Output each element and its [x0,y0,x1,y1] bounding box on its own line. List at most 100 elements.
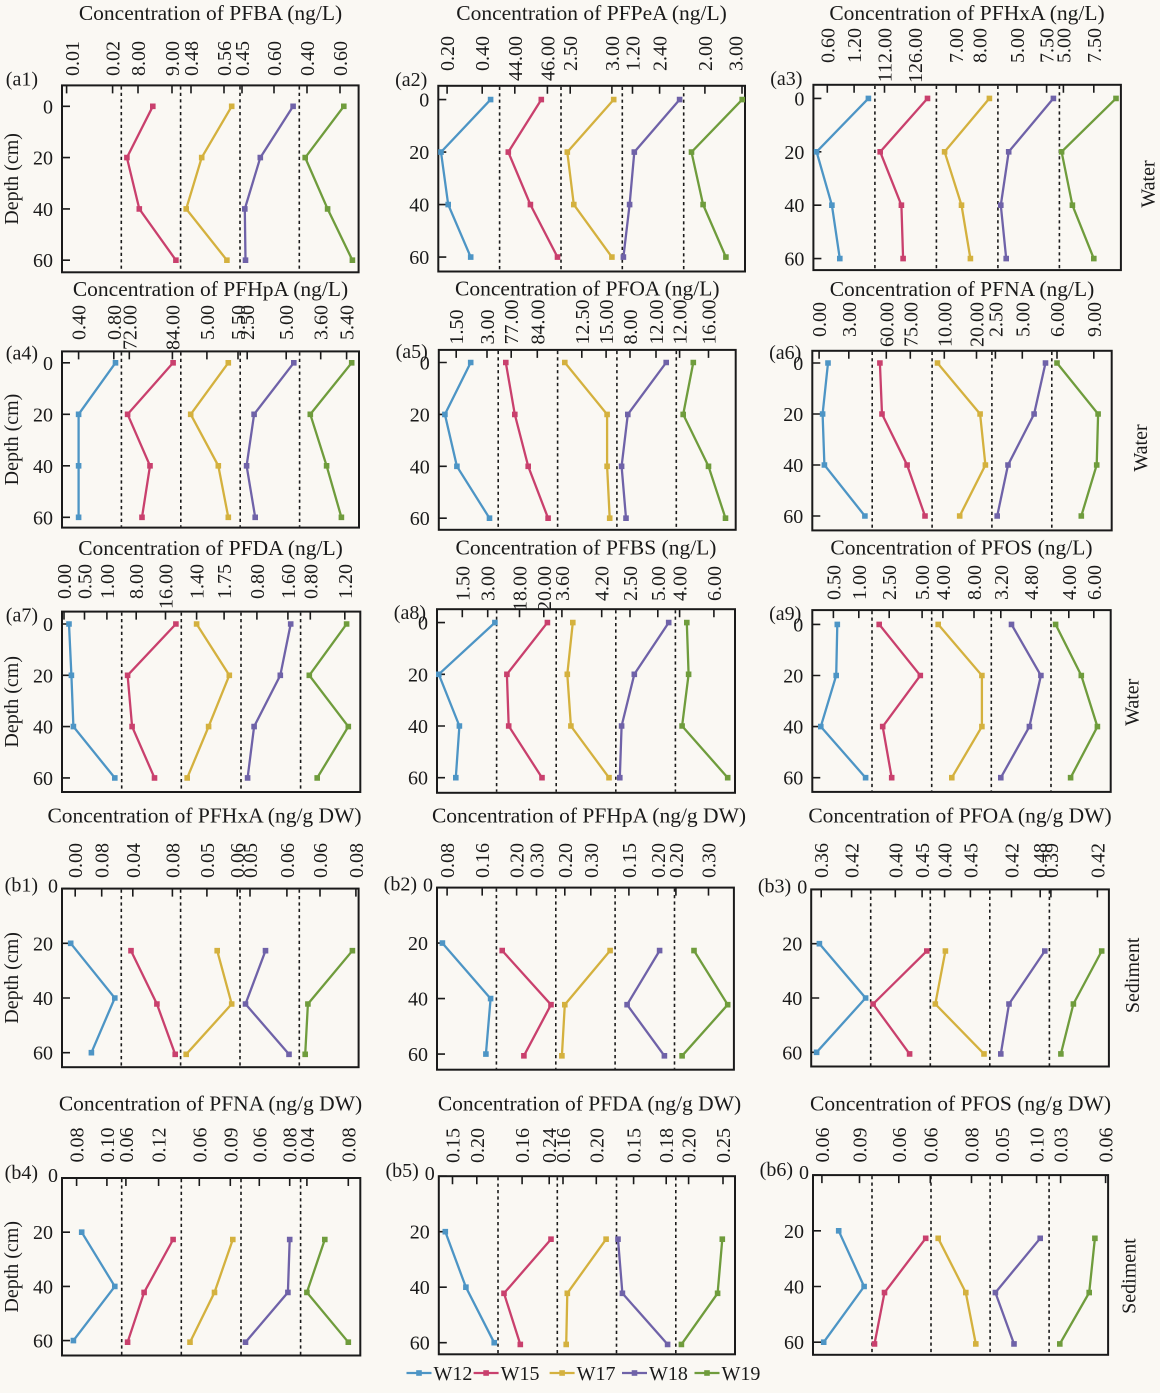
svg-text:1.00: 1.00 [97,564,119,599]
svg-text:0.01: 0.01 [62,41,84,76]
svg-text:0: 0 [43,353,53,375]
svg-text:0.50: 0.50 [75,564,97,599]
svg-text:20: 20 [33,404,53,426]
svg-text:Water: Water [1130,424,1152,472]
svg-text:0.20: 0.20 [648,843,670,878]
svg-text:9.00: 9.00 [1084,302,1106,337]
svg-text:40: 40 [33,717,53,739]
svg-text:0: 0 [48,1165,58,1187]
svg-text:5.00: 5.00 [1007,28,1029,63]
svg-text:18.00: 18.00 [510,566,532,611]
svg-text:(b4): (b4) [5,1162,38,1184]
svg-text:0.45: 0.45 [960,843,982,878]
svg-text:4.80: 4.80 [1021,565,1043,600]
svg-text:Sediment: Sediment [1118,1238,1140,1314]
svg-text:4.20: 4.20 [592,566,614,601]
svg-text:Concentration of PFBS (ng/L): Concentration of PFBS (ng/L) [456,536,717,560]
svg-text:0.42: 0.42 [1087,843,1109,878]
svg-text:7.50: 7.50 [1084,28,1106,63]
svg-text:0: 0 [43,96,53,118]
svg-text:1.50: 1.50 [446,310,468,345]
svg-text:0.30: 0.30 [699,843,721,878]
svg-text:0.30: 0.30 [581,843,603,878]
svg-text:0: 0 [420,353,430,375]
svg-text:0: 0 [797,876,807,898]
svg-text:2.00: 2.00 [695,36,717,71]
svg-text:0.42: 0.42 [1002,843,1024,878]
svg-text:0: 0 [794,88,804,110]
svg-text:0.42: 0.42 [842,843,864,878]
svg-text:20: 20 [408,933,428,955]
svg-text:0.48: 0.48 [1030,843,1052,878]
svg-text:0.00: 0.00 [54,564,76,599]
svg-text:60.00: 60.00 [876,302,898,347]
svg-text:20: 20 [784,142,804,164]
svg-text:20: 20 [409,142,429,164]
svg-text:60: 60 [33,1043,53,1065]
svg-text:5.00: 5.00 [648,566,670,601]
svg-text:40: 40 [783,455,803,477]
svg-text:Water: Water [1138,160,1160,208]
svg-text:5.50: 5.50 [228,305,250,340]
svg-text:Concentration of PFNA (ng/g DW: Concentration of PFNA (ng/g DW) [59,1092,362,1116]
svg-text:(a5): (a5) [396,341,428,363]
svg-text:0.30: 0.30 [527,843,549,878]
svg-text:(a8): (a8) [394,602,426,624]
svg-text:Concentration of PFOS (ng/L): Concentration of PFOS (ng/L) [830,536,1092,560]
svg-text:(a7): (a7) [6,605,38,627]
svg-text:9.00: 9.00 [162,41,184,76]
svg-text:40: 40 [410,1277,430,1299]
svg-text:Depth (cm): Depth (cm) [1,394,23,486]
svg-text:(b6): (b6) [760,1159,793,1181]
svg-text:20: 20 [33,1222,53,1244]
svg-text:4.00: 4.00 [670,566,692,601]
svg-text:0.45: 0.45 [912,843,934,878]
svg-text:3.60: 3.60 [552,566,574,601]
svg-text:84.00: 84.00 [162,305,184,350]
svg-text:0.06: 0.06 [277,843,299,878]
svg-text:60: 60 [33,507,53,529]
svg-text:40: 40 [408,716,428,738]
svg-text:Concentration of PFDA (ng/g DW: Concentration of PFDA (ng/g DW) [438,1092,741,1116]
svg-text:0.06: 0.06 [1096,1128,1118,1163]
svg-text:Depth (cm): Depth (cm) [1,932,23,1024]
svg-text:(a9): (a9) [769,603,801,625]
svg-text:2.50: 2.50 [879,565,901,600]
svg-text:60: 60 [408,768,428,790]
svg-text:5.00: 5.00 [1053,28,1075,63]
svg-text:0.18: 0.18 [656,1128,678,1163]
svg-text:20: 20 [784,1221,804,1243]
svg-text:8.00: 8.00 [964,565,986,600]
svg-text:0: 0 [793,353,803,375]
svg-text:0.06: 0.06 [249,1128,271,1163]
svg-text:5.40: 5.40 [337,305,359,340]
svg-text:0.08: 0.08 [67,1128,89,1163]
svg-text:3.00: 3.00 [477,310,499,345]
svg-text:W19: W19 [722,1363,761,1385]
svg-text:2.50: 2.50 [985,302,1007,337]
svg-text:0.20: 0.20 [507,843,529,878]
svg-text:0.20: 0.20 [679,1128,701,1163]
svg-text:0.06: 0.06 [189,1128,211,1163]
svg-text:(b3): (b3) [758,875,791,897]
svg-text:(b5): (b5) [385,1160,418,1182]
svg-text:8.00: 8.00 [126,564,148,599]
svg-text:0.39: 0.39 [1041,843,1063,878]
svg-text:1.60: 1.60 [278,564,300,599]
svg-text:40: 40 [33,199,53,221]
svg-text:5.00: 5.00 [197,305,219,340]
svg-text:0: 0 [799,1162,809,1184]
svg-text:W18: W18 [649,1363,688,1385]
svg-text:7.00: 7.00 [946,28,968,63]
svg-text:6.00: 6.00 [1084,565,1106,600]
svg-text:W17: W17 [577,1363,616,1385]
svg-text:0.06: 0.06 [812,1128,834,1163]
svg-text:8.00: 8.00 [128,41,150,76]
svg-text:0.16: 0.16 [472,843,494,878]
svg-text:0.48: 0.48 [181,41,203,76]
svg-text:12.50: 12.50 [572,300,594,345]
svg-text:0.08: 0.08 [962,1128,984,1163]
svg-text:20: 20 [782,934,802,956]
svg-text:20: 20 [410,1222,430,1244]
svg-text:40: 40 [33,1276,53,1298]
